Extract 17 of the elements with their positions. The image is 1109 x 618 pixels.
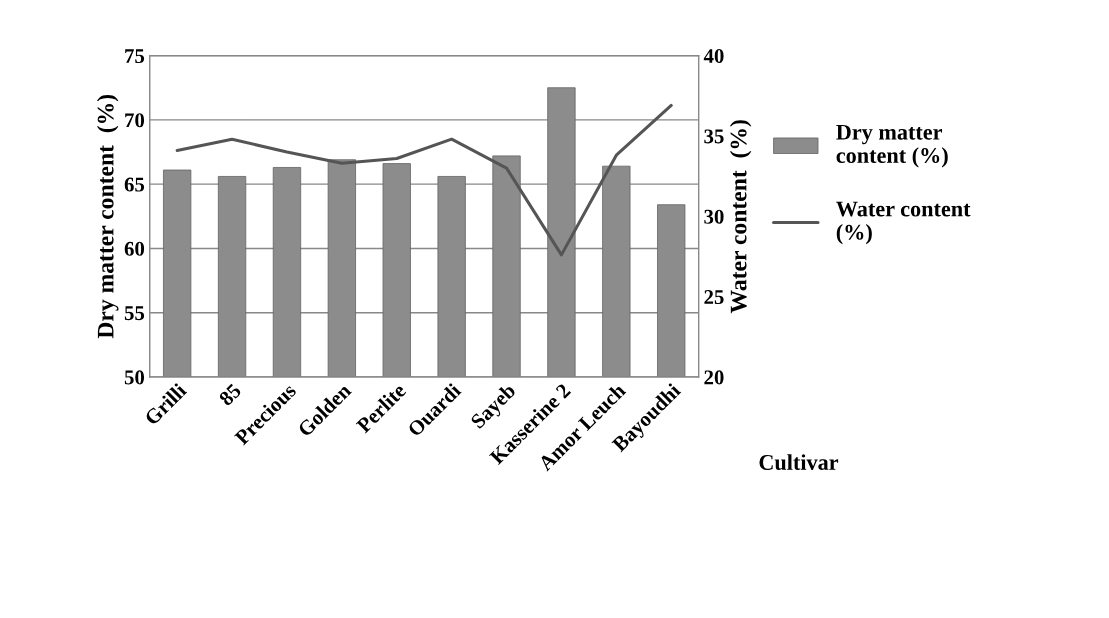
y-tick-label: 65 [124, 177, 145, 192]
legend-label: Dry matter content (%) [836, 124, 948, 168]
y2-axis-title: Water content (%) [729, 120, 752, 314]
y2-tick-label: 35 [704, 129, 724, 144]
line-series [175, 103, 673, 257]
y-tick-label: 50 [124, 370, 145, 385]
y-tick-label: 70 [125, 113, 145, 128]
x-axis-title: Cultivar [759, 454, 839, 470]
y-tick-label: 60 [124, 241, 145, 256]
legend-label: Water content (%) [836, 201, 971, 245]
y2-tick-label: 30 [704, 209, 724, 224]
y2-tick-label: 20 [704, 370, 724, 385]
y-tick-label: 55 [124, 306, 145, 321]
y-axis-title: Dry matter content (%) [96, 94, 119, 339]
y2-tick-label: 40 [703, 48, 724, 64]
y2-tick-label: 25 [704, 290, 724, 305]
y-tick-label: 75 [125, 49, 145, 64]
